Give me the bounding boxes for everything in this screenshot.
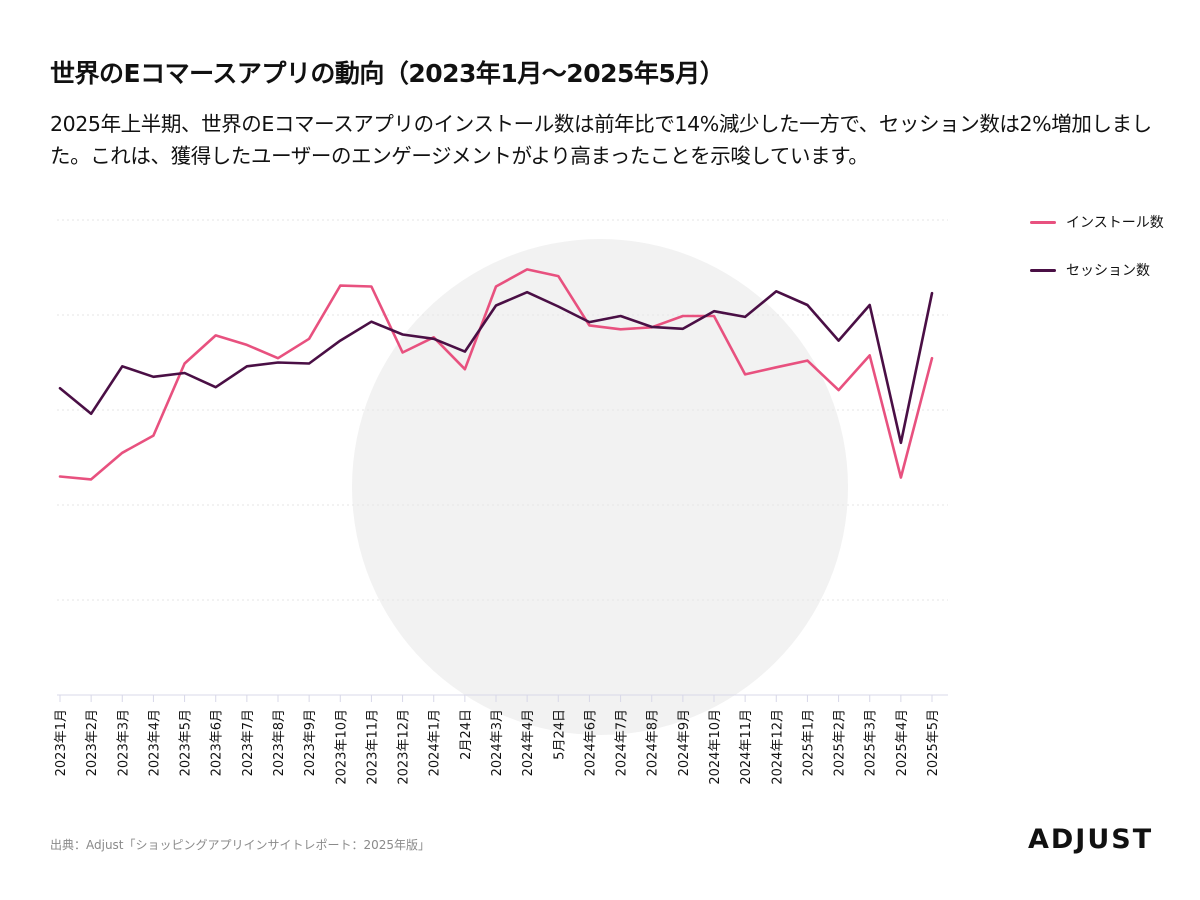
x-tick-label: 2023年4月: [147, 709, 162, 776]
series-line-installs: [58, 268, 934, 481]
legend-label-installs: インストール数: [1066, 215, 1164, 231]
x-tick-label: 2024年3月: [490, 709, 505, 776]
watermark-circle: [352, 239, 848, 735]
legend-swatch-installs: [1030, 220, 1056, 224]
legend-item-sessions: セッション数: [1030, 260, 1150, 280]
adjust-logo: ADJUST: [1028, 824, 1154, 855]
x-tick-label: 2024年4月: [521, 709, 536, 776]
x-tick-label: 2025年5月: [926, 709, 941, 776]
x-tick-label: 2月24日: [459, 709, 474, 760]
x-tick-label: 2024年12月: [770, 709, 785, 785]
x-tick-label: 2023年10月: [334, 709, 349, 785]
x-tick-label: 2024年10月: [708, 709, 723, 785]
legend-item-installs: インストール数: [1030, 212, 1164, 232]
chart-title: 世界のEコマースアプリの動向（2023年1月〜2025年5月）: [50, 59, 725, 88]
x-tick-label: 5月24日: [552, 709, 567, 760]
grid-lines: [57, 219, 948, 601]
series-line-sessions: [58, 289, 934, 445]
x-tick-label: 2025年4月: [895, 709, 910, 776]
x-tick-label: 2023年12月: [397, 709, 412, 785]
x-tick-label: 2023年7月: [241, 709, 256, 776]
x-tick-label: 2023年2月: [85, 709, 100, 776]
x-tick-label: 2024年1月: [428, 709, 443, 776]
x-tick-label: 2025年2月: [833, 709, 848, 776]
x-tick-label: 2023年11月: [365, 709, 380, 785]
x-tick-label: 2023年6月: [210, 709, 225, 776]
source-note: 出典：Adjust「ショッピングアプリインサイトレポート：2025年版」: [50, 838, 431, 852]
series-lines: [58, 268, 934, 481]
x-tick-label: 2023年3月: [116, 709, 131, 776]
x-tick-label: 2023年5月: [179, 709, 194, 776]
x-tick-label: 2024年8月: [646, 709, 661, 776]
x-tick-label: 2024年9月: [677, 709, 692, 776]
legend-swatch-sessions: [1030, 268, 1056, 272]
x-ticks: 2023年1月 2023年2月 2023年3月 2023年4月 2023年5月 2023年…: [54, 695, 941, 785]
x-tick-label: 2023年9月: [303, 709, 318, 776]
x-tick-label: 2025年3月: [864, 709, 879, 776]
x-tick-label: 2024年7月: [615, 709, 630, 776]
x-tick-label: 2024年11月: [739, 709, 754, 785]
legend-label-sessions: セッション数: [1066, 263, 1150, 279]
x-tick-label: 2025年1月: [801, 709, 816, 776]
chart-subtitle: 2025年上半期、世界のEコマースアプリのインストール数は前年比で14%減少した…: [50, 112, 1152, 168]
x-tick-label: 2023年1月: [54, 709, 69, 776]
x-tick-label: 2024年6月: [583, 709, 598, 776]
x-tick-label: 2023年8月: [272, 709, 287, 776]
